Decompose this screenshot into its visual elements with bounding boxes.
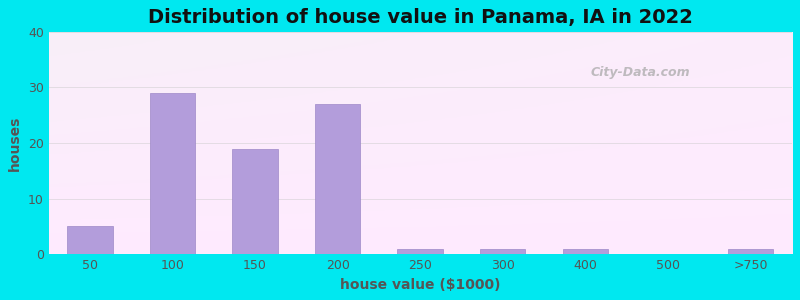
- Text: City-Data.com: City-Data.com: [591, 66, 690, 79]
- Bar: [232, 148, 278, 254]
- Bar: [315, 104, 360, 254]
- X-axis label: house value ($1000): house value ($1000): [340, 278, 500, 292]
- Bar: [562, 249, 608, 254]
- Bar: [67, 226, 113, 254]
- Y-axis label: houses: houses: [8, 115, 22, 171]
- Bar: [728, 249, 773, 254]
- Bar: [480, 249, 526, 254]
- Title: Distribution of house value in Panama, IA in 2022: Distribution of house value in Panama, I…: [148, 8, 693, 27]
- Bar: [150, 93, 195, 254]
- Bar: [398, 249, 443, 254]
